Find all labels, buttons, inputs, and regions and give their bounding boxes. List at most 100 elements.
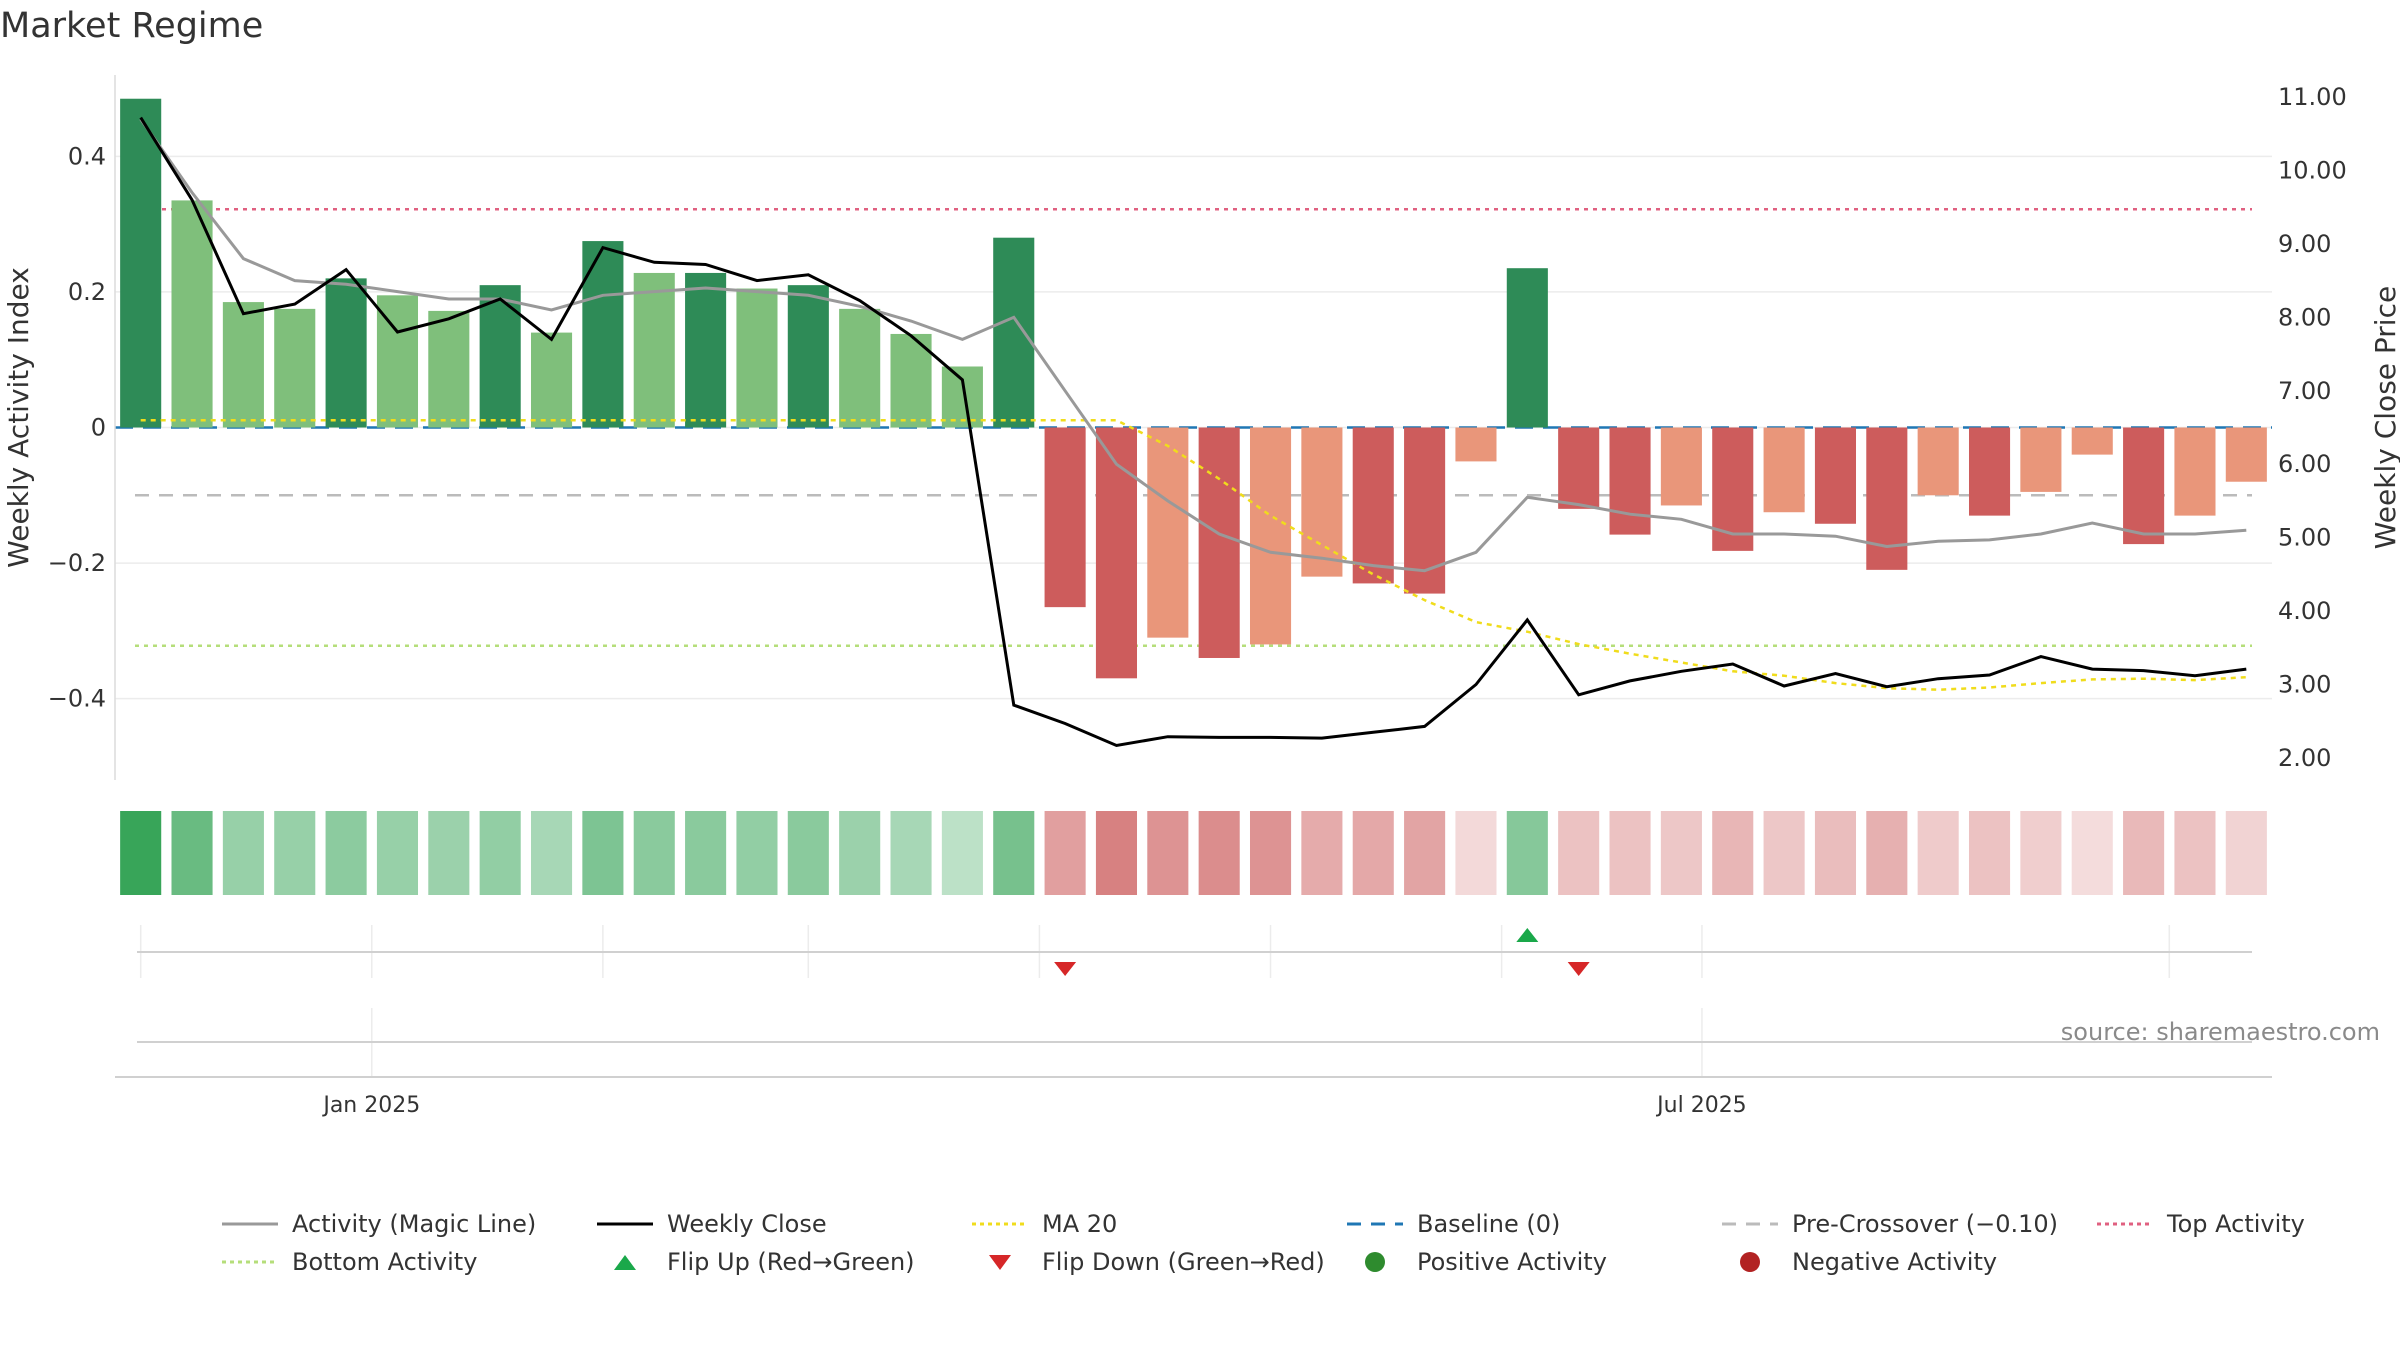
regime-heat-cell xyxy=(2071,811,2113,895)
activity-bar xyxy=(1198,427,1240,658)
dot-icon xyxy=(1365,1252,1385,1272)
legend-label: Weekly Close xyxy=(667,1210,827,1238)
legend-item-baseline: Baseline (0) xyxy=(1345,1206,1560,1242)
regime-heat-cell xyxy=(1968,811,2011,895)
y-tick-label: 0.2 xyxy=(68,278,106,306)
legend-label: Negative Activity xyxy=(1792,1248,1998,1276)
y-tick-label: 0.4 xyxy=(68,142,106,170)
regime-heat-cell xyxy=(1763,811,1805,895)
legend-label: MA 20 xyxy=(1042,1210,1118,1238)
dot-shape xyxy=(1740,1252,1760,1272)
legend-item-flip-up: Flip Up (Red→Green) xyxy=(595,1244,915,1280)
regime-heat-cell xyxy=(325,811,367,895)
regime-heat-cell xyxy=(274,811,316,895)
activity-bar xyxy=(2123,427,2165,545)
y2-tick-label: 8.00 xyxy=(2278,303,2331,331)
activity-bar xyxy=(171,200,213,428)
legend-swatch xyxy=(597,1222,653,1226)
axes: 0.4 0.2 0 −0.2 −0.4 11.00 10.00 9.00 8.00 7.00 6.0… xyxy=(2,75,2400,780)
activity-bar xyxy=(428,310,470,428)
activity-bar xyxy=(1917,427,1959,496)
chart-legend: Activity (Magic Line) Weekly Close MA 20 Ba… xyxy=(0,1200,2400,1290)
activity-bar xyxy=(1455,427,1497,462)
dot-shape xyxy=(1365,1252,1385,1272)
page-title: Market Regime xyxy=(0,6,264,46)
magic-line xyxy=(139,118,2247,573)
regime-heat-cell xyxy=(1558,811,1600,895)
activity-bar xyxy=(1814,427,1857,524)
y2-axis-title: Weekly Close Price xyxy=(2369,286,2400,549)
activity-bar xyxy=(890,333,932,428)
legend-label: Top Activity xyxy=(2167,1210,2305,1238)
activity-bar xyxy=(2174,427,2216,516)
y2-tick-label: 2.00 xyxy=(2278,744,2331,772)
legend-item-bottom-activity: Bottom Activity xyxy=(220,1244,477,1280)
regime-heat-cell xyxy=(1352,811,1394,895)
activity-bar xyxy=(2020,427,2062,492)
regime-heat-cell xyxy=(1044,811,1086,895)
activity-bar xyxy=(1558,427,1600,509)
regime-heat-cell xyxy=(1506,811,1548,895)
y2-tick-label: 11.00 xyxy=(2278,83,2347,111)
activity-bar xyxy=(1712,427,1754,551)
activity-bar xyxy=(479,285,521,428)
regime-heat-cell xyxy=(1095,811,1138,895)
triangle-down-shape xyxy=(989,1255,1011,1270)
y-tick-label: 0 xyxy=(91,414,106,442)
legend-label: Pre-Crossover (−0.10) xyxy=(1792,1210,2059,1238)
activity-bar xyxy=(1763,427,1805,513)
flip-down-marker xyxy=(1567,962,1590,976)
legend-swatch xyxy=(222,1260,278,1264)
activity-bar xyxy=(1095,427,1138,679)
regime-heat-cell xyxy=(1404,811,1446,895)
regime-heat-cell xyxy=(479,811,521,895)
legend-item-magic-line: Activity (Magic Line) xyxy=(220,1206,536,1242)
dot-icon xyxy=(1740,1252,1760,1272)
legend-swatch xyxy=(222,1222,278,1226)
activity-bar xyxy=(993,237,1035,428)
activity-bar xyxy=(530,332,573,428)
regime-heat-cell xyxy=(1660,811,1702,895)
y-tick-label: −0.2 xyxy=(48,549,106,577)
activity-bar xyxy=(685,272,727,428)
activity-bar xyxy=(1506,268,1548,428)
regime-heat-cell xyxy=(2225,811,2267,895)
regime-heat-cell xyxy=(1917,811,1959,895)
legend-item-negative-activity: Negative Activity xyxy=(1720,1244,1997,1280)
regime-heat-cell xyxy=(736,811,778,895)
regime-heat-cell xyxy=(1712,811,1754,895)
regime-heat-cell xyxy=(685,811,727,895)
x-tick-label: Jan 2025 xyxy=(321,1093,420,1118)
regime-heat-cell xyxy=(428,811,470,895)
activity-bar xyxy=(222,302,264,428)
activity-bar xyxy=(1249,427,1292,645)
regime-heat-cell xyxy=(941,811,983,895)
activity-bar xyxy=(2071,427,2113,455)
activity-bar xyxy=(1968,427,2011,516)
ma20-line xyxy=(140,418,2247,691)
regime-heat-cell xyxy=(1301,811,1343,895)
legend-swatch xyxy=(2097,1222,2153,1226)
regime-heat-cell xyxy=(993,811,1035,895)
legend-label: Flip Up (Red→Green) xyxy=(667,1248,915,1276)
regime-heat-cell xyxy=(120,811,162,895)
legend-item-flip-down: Flip Down (Green→Red) xyxy=(970,1244,1325,1280)
regime-heat-strip xyxy=(120,811,2267,895)
legend-item-weekly-close: Weekly Close xyxy=(595,1206,827,1242)
regime-heat-cell xyxy=(530,811,573,895)
regime-heat-cell xyxy=(222,811,264,895)
regime-heat-cell xyxy=(1814,811,1857,895)
activity-bar xyxy=(582,241,624,428)
activity-bar xyxy=(120,98,162,428)
flip-markers-panel xyxy=(137,925,2252,978)
activity-bars xyxy=(120,98,2267,679)
legend-label: Bottom Activity xyxy=(292,1248,478,1276)
triangle-down-icon xyxy=(989,1255,1011,1270)
regime-heat-cell xyxy=(1866,811,1908,895)
legend-item-top-activity: Top Activity xyxy=(2095,1206,2305,1242)
regime-heat-cell xyxy=(633,811,675,895)
legend-label: Flip Down (Green→Red) xyxy=(1042,1248,1325,1276)
date-axis-panel: Jan 2025 Jul 2025 source: sharemaestro.com xyxy=(115,1008,2380,1118)
